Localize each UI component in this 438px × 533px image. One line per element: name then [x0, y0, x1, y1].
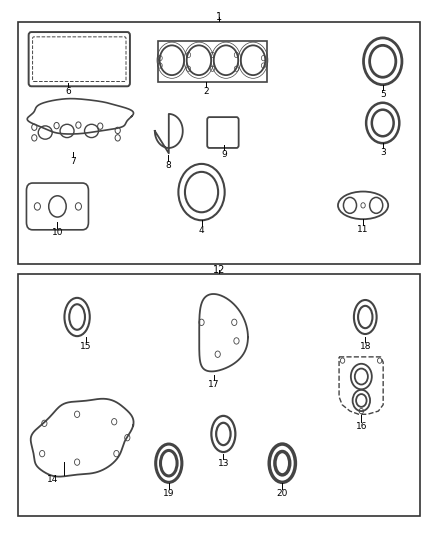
Text: 6: 6 [66, 87, 71, 96]
Bar [158, 41, 267, 82]
Text: 1: 1 [216, 12, 222, 22]
Text: 12: 12 [213, 265, 225, 275]
Text: 4: 4 [199, 225, 205, 235]
Text: 8: 8 [165, 161, 171, 170]
Text: 10: 10 [52, 228, 63, 237]
Text: 5: 5 [380, 90, 385, 99]
Text: 3: 3 [380, 149, 385, 157]
Text: 13: 13 [218, 459, 229, 468]
Text: 18: 18 [360, 342, 371, 351]
Text: 2: 2 [203, 87, 209, 96]
Bar [18, 274, 420, 516]
Text: 14: 14 [47, 475, 59, 484]
Text: 15: 15 [80, 342, 92, 351]
Text: 7: 7 [70, 157, 76, 166]
Text: 16: 16 [356, 422, 367, 431]
Bar [18, 22, 420, 264]
Text: 17: 17 [208, 380, 219, 389]
Text: 11: 11 [357, 225, 369, 234]
Text: 20: 20 [277, 489, 288, 498]
Text: 9: 9 [221, 150, 227, 158]
Text: 19: 19 [163, 489, 174, 498]
